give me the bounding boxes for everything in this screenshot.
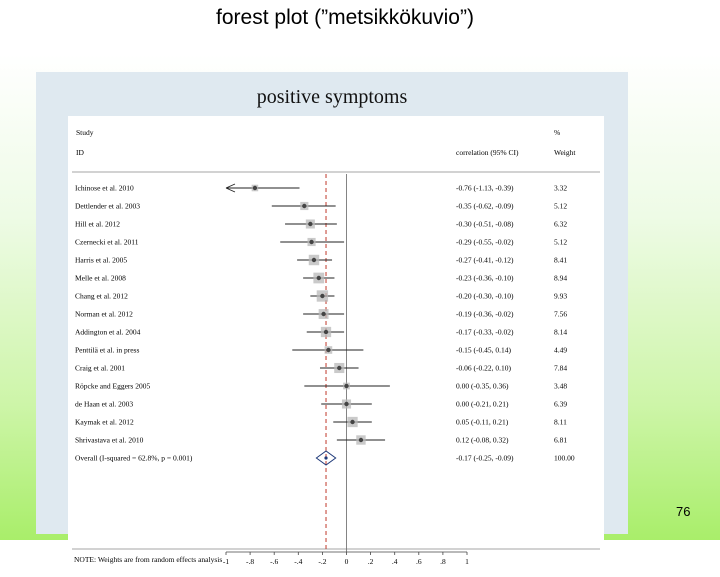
point-estimate (311, 257, 317, 263)
forest-plot-figure: positive symptoms Study ID correlation (… (36, 72, 628, 572)
study-label: Kaymak et al. 2012 (75, 418, 134, 427)
x-tick-label: 1 (465, 557, 469, 566)
study-label: Addington et al. 2004 (75, 328, 141, 337)
ci-text: -0.19 (-0.36, -0.02) (456, 310, 514, 319)
ci-text: -0.30 (-0.51, -0.08) (456, 220, 514, 229)
weight-text: 7.84 (554, 364, 567, 373)
study-label: de Haan et al. 2003 (75, 400, 133, 409)
ci-arrow (225, 183, 236, 193)
overall-weight-text: 100.00 (554, 454, 575, 463)
weight-text: 4.49 (554, 346, 567, 355)
ci-text: -0.35 (-0.62, -0.09) (456, 202, 514, 211)
header-id: ID (76, 148, 84, 157)
weight-text: 9.93 (554, 292, 567, 301)
x-tick-label: .2 (368, 557, 374, 566)
study-label: Melle et al. 2008 (75, 274, 126, 283)
study-label: Norman et al. 2012 (75, 310, 133, 319)
header-weight: Weight (554, 148, 576, 157)
point-estimate (302, 203, 307, 209)
weight-text: 8.11 (554, 418, 567, 427)
ci-text: 0.05 (-0.11, 0.21) (456, 418, 509, 427)
study-label: Czernecki et al. 2011 (75, 238, 139, 247)
ci-text: -0.23 (-0.36, -0.10) (456, 274, 514, 283)
x-tick-label: .8 (440, 557, 446, 566)
chart-title: positive symptoms (256, 86, 408, 108)
weight-text: 8.94 (554, 274, 567, 283)
ci-text: 0.12 (-0.08, 0.32) (456, 436, 509, 445)
weight-text: 6.81 (554, 436, 567, 445)
header-effect: correlation (95% CI) (456, 148, 519, 157)
weight-text: 8.41 (554, 256, 567, 265)
ci-text: -0.17 (-0.33, -0.02) (456, 328, 514, 337)
point-estimate (309, 239, 314, 245)
weight-text: 3.48 (554, 382, 567, 391)
chart-marks: Ichinose et al. 2010 -0.76 (-1.13, -0.39)… (75, 174, 575, 566)
weight-text: 6.32 (554, 220, 567, 229)
page-number: 76 (676, 504, 691, 519)
study-label: Röpcke and Eggers 2005 (75, 382, 150, 391)
point-estimate (350, 419, 355, 425)
study-label: Dettlender et al. 2003 (75, 202, 140, 211)
point-estimate (308, 221, 313, 227)
weight-text: 6.39 (554, 400, 567, 409)
overall-diamond (315, 450, 337, 466)
point-estimate (358, 437, 364, 443)
plot-area: Study ID correlation (95% CI) % Weight N… (68, 116, 604, 572)
x-tick-label: -.2 (318, 557, 326, 566)
overall-point (324, 456, 328, 460)
header-study: Study (76, 128, 94, 137)
weight-text: 5.12 (554, 238, 567, 247)
x-tick-label: -1 (223, 557, 229, 566)
slide-title: forest plot (”metsikkökuvio”) (216, 6, 474, 29)
x-tick-label: .6 (416, 557, 422, 566)
header-pct: % (554, 128, 560, 137)
point-estimate (252, 185, 258, 191)
x-tick-label: -.8 (246, 557, 254, 566)
weight-text: 7.56 (554, 310, 567, 319)
study-label: Craig et al. 2001 (75, 364, 125, 373)
study-label: Ichinose et al. 2010 (75, 184, 134, 193)
point-estimate (344, 383, 349, 389)
study-label: Harris et al. 2005 (75, 256, 127, 265)
study-label: Chang et al. 2012 (75, 292, 128, 301)
weight-text: 3.32 (554, 184, 567, 193)
ci-text: -0.06 (-0.22, 0.10) (456, 364, 511, 373)
study-label: Shrivastava et al. 2010 (75, 436, 144, 445)
ci-text: -0.20 (-0.30, -0.10) (456, 292, 514, 301)
weights-note: NOTE: Weights are from random effects an… (74, 555, 222, 564)
point-estimate (337, 365, 342, 371)
point-estimate (320, 293, 325, 299)
ci-text: 0.00 (-0.35, 0.36) (456, 382, 509, 391)
x-tick-label: .4 (392, 557, 398, 566)
ci-text: -0.27 (-0.41, -0.12) (456, 256, 514, 265)
study-label: Hill et al. 2012 (75, 220, 120, 229)
ci-text: -0.76 (-1.13, -0.39) (456, 184, 514, 193)
point-estimate (344, 401, 349, 407)
x-tick-label: 0 (345, 557, 349, 566)
ci-text: 0.00 (-0.21, 0.21) (456, 400, 509, 409)
overall-label: Overall (I-squared = 62.8%, p = 0.001) (75, 454, 193, 463)
weight-text: 5.12 (554, 202, 567, 211)
study-label: Penttilä et al. in press (75, 346, 139, 355)
ci-text: -0.15 (-0.45, 0.14) (456, 346, 511, 355)
x-tick-label: -.6 (270, 557, 278, 566)
point-estimate (323, 329, 329, 335)
point-estimate (316, 275, 321, 281)
weight-text: 8.14 (554, 328, 567, 337)
overall-ci-text: -0.17 (-0.25, -0.09) (456, 454, 514, 463)
point-estimate (321, 311, 326, 317)
forest-plot-svg: Study ID correlation (95% CI) % Weight N… (72, 128, 600, 566)
x-tick-label: -.4 (294, 557, 302, 566)
point-estimate (326, 347, 331, 353)
ci-text: -0.29 (-0.55, -0.02) (456, 238, 514, 247)
